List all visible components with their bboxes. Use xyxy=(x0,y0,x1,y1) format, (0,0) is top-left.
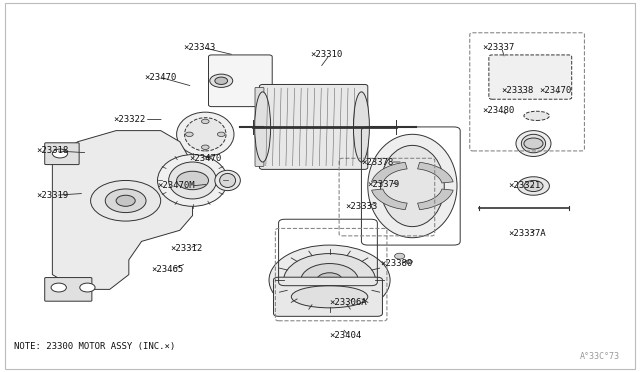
Text: ×23337: ×23337 xyxy=(483,43,515,52)
Text: ×23338: ×23338 xyxy=(502,86,534,94)
Wedge shape xyxy=(372,189,407,210)
Ellipse shape xyxy=(353,92,369,162)
Text: ×23319: ×23319 xyxy=(36,191,68,200)
Text: ×23378: ×23378 xyxy=(362,157,394,167)
Circle shape xyxy=(524,180,543,192)
FancyBboxPatch shape xyxy=(209,55,272,107)
Ellipse shape xyxy=(522,134,545,153)
FancyBboxPatch shape xyxy=(45,143,79,164)
Text: ×23480: ×23480 xyxy=(483,106,515,115)
Text: A°33C°73: A°33C°73 xyxy=(579,352,620,361)
Circle shape xyxy=(202,145,209,150)
Circle shape xyxy=(406,260,412,263)
Circle shape xyxy=(51,283,67,292)
Ellipse shape xyxy=(291,286,368,308)
Circle shape xyxy=(518,177,549,195)
Circle shape xyxy=(202,119,209,124)
FancyBboxPatch shape xyxy=(255,87,264,166)
Circle shape xyxy=(91,180,161,221)
Ellipse shape xyxy=(169,162,216,199)
Text: ×23470: ×23470 xyxy=(145,73,177,81)
Text: ×23470M: ×23470M xyxy=(157,182,195,190)
Circle shape xyxy=(52,149,68,158)
Text: ×23337A: ×23337A xyxy=(508,230,546,238)
Ellipse shape xyxy=(215,170,241,190)
Circle shape xyxy=(524,138,543,149)
Wedge shape xyxy=(417,189,453,210)
Text: ×23333: ×23333 xyxy=(346,202,378,211)
Circle shape xyxy=(210,74,233,87)
Wedge shape xyxy=(372,162,407,183)
Circle shape xyxy=(394,253,404,259)
Ellipse shape xyxy=(177,112,234,157)
FancyBboxPatch shape xyxy=(489,55,572,99)
Text: ×23470: ×23470 xyxy=(189,154,221,163)
Text: ×23310: ×23310 xyxy=(310,51,342,60)
Ellipse shape xyxy=(255,92,271,162)
Text: ×23318: ×23318 xyxy=(36,147,68,155)
Circle shape xyxy=(317,273,342,288)
Text: ×23343: ×23343 xyxy=(183,43,215,52)
Text: ×23379: ×23379 xyxy=(368,180,400,189)
Circle shape xyxy=(218,132,225,137)
Ellipse shape xyxy=(157,155,228,206)
Text: ×23465: ×23465 xyxy=(151,264,184,273)
Text: ×23470: ×23470 xyxy=(540,86,572,94)
Circle shape xyxy=(269,245,390,315)
FancyBboxPatch shape xyxy=(273,277,383,316)
Circle shape xyxy=(186,132,193,137)
Circle shape xyxy=(80,283,95,292)
Circle shape xyxy=(284,254,376,307)
Ellipse shape xyxy=(184,118,226,151)
Polygon shape xyxy=(52,131,193,289)
Text: ×23404: ×23404 xyxy=(330,331,362,340)
Text: ×23321: ×23321 xyxy=(508,182,540,190)
Circle shape xyxy=(116,195,135,206)
FancyBboxPatch shape xyxy=(259,84,368,169)
Text: NOTE: 23300 MOTOR ASSY (INC.×): NOTE: 23300 MOTOR ASSY (INC.×) xyxy=(14,342,175,351)
Circle shape xyxy=(177,171,209,190)
Text: ×23312: ×23312 xyxy=(170,244,202,253)
Circle shape xyxy=(301,263,358,297)
Ellipse shape xyxy=(516,131,551,157)
FancyBboxPatch shape xyxy=(45,278,92,301)
Ellipse shape xyxy=(220,173,236,187)
Wedge shape xyxy=(417,162,453,183)
Text: ×23322: ×23322 xyxy=(113,115,145,124)
Circle shape xyxy=(215,77,228,84)
Circle shape xyxy=(105,189,146,212)
Ellipse shape xyxy=(381,145,444,227)
Text: ×23380: ×23380 xyxy=(381,259,413,268)
Ellipse shape xyxy=(524,111,549,121)
Ellipse shape xyxy=(368,134,457,238)
Text: ×23306A: ×23306A xyxy=(330,298,367,307)
